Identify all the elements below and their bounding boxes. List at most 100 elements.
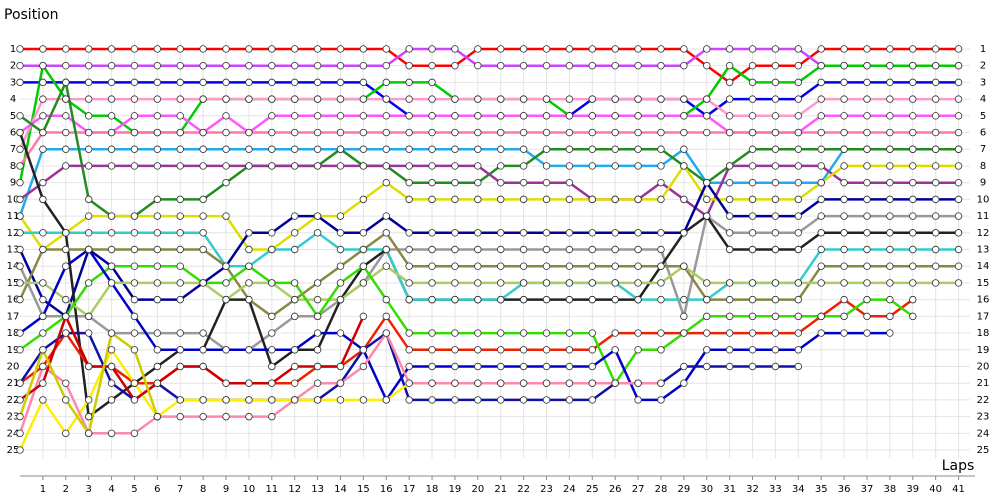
lap-marker <box>657 295 665 304</box>
lap-marker <box>840 229 848 237</box>
lap-marker <box>794 95 803 103</box>
lap-marker <box>199 362 207 371</box>
lap-marker <box>954 212 963 220</box>
lap-marker <box>451 45 459 53</box>
series-line <box>19 164 959 219</box>
lap-marker <box>130 78 139 87</box>
lap-marker <box>268 45 276 53</box>
lap-marker <box>222 61 230 70</box>
lap-marker <box>817 61 825 70</box>
lap-marker <box>130 245 139 254</box>
lap-marker <box>909 178 917 187</box>
lap-marker <box>199 128 207 137</box>
lap-marker <box>886 229 894 237</box>
lap-marker <box>886 78 894 87</box>
lap-marker <box>794 195 803 204</box>
lap-marker <box>542 245 551 254</box>
lap-marker <box>268 329 276 337</box>
lap-marker <box>931 128 940 137</box>
lap-marker <box>245 379 253 387</box>
lap-marker <box>153 245 162 254</box>
lap-marker <box>497 362 505 371</box>
lap-marker <box>748 362 757 371</box>
lap-marker <box>863 178 871 187</box>
lap-marker <box>176 396 184 404</box>
lap-marker <box>153 262 162 270</box>
lap-marker <box>886 162 894 170</box>
lap-marker <box>268 78 276 87</box>
lap-marker <box>840 78 848 87</box>
lap-marker <box>290 279 299 287</box>
lap-marker <box>931 245 940 254</box>
lap-marker <box>290 362 299 371</box>
lap-marker <box>725 212 734 220</box>
lap-marker <box>657 329 665 337</box>
lap-marker <box>748 279 757 287</box>
lap-marker <box>817 145 825 153</box>
lap-marker <box>153 61 162 70</box>
y-tick-label: 13 <box>7 245 20 256</box>
lap-marker <box>634 45 642 53</box>
lap-marker <box>16 396 24 404</box>
lap-marker <box>176 279 184 287</box>
lap-marker <box>954 112 963 120</box>
lap-marker <box>176 145 184 153</box>
lap-marker <box>199 329 207 337</box>
lap-marker <box>886 61 894 70</box>
lap-marker <box>817 112 825 120</box>
lap-marker <box>428 295 436 304</box>
lap-marker <box>62 262 70 270</box>
lap-marker <box>428 128 436 137</box>
lap-marker <box>542 195 551 204</box>
lap-marker <box>680 329 688 337</box>
lap-marker <box>588 362 596 371</box>
lap-marker <box>268 362 276 371</box>
lap-marker <box>657 396 665 404</box>
lap-marker <box>817 312 825 321</box>
lap-marker <box>817 162 825 170</box>
series-line <box>19 264 914 386</box>
lap-marker <box>771 95 780 103</box>
lap-marker <box>336 245 345 254</box>
x-tick-label: 1 <box>40 484 46 495</box>
lap-marker <box>313 279 322 287</box>
lap-marker <box>657 245 665 254</box>
lap-marker <box>107 128 116 137</box>
lap-marker <box>16 262 24 270</box>
lap-marker <box>359 312 368 321</box>
lap-marker <box>222 128 230 137</box>
y-tick-label: 14 <box>7 261 20 272</box>
lap-marker <box>519 379 528 387</box>
lap-marker <box>153 279 162 287</box>
lap-marker <box>290 245 299 254</box>
lap-marker <box>245 128 253 137</box>
x-tick-label: 15 <box>357 484 370 495</box>
lap-marker <box>130 61 139 70</box>
lap-marker <box>497 329 505 337</box>
x-tick-label: 10 <box>243 484 256 495</box>
lap-marker <box>107 346 116 354</box>
lap-marker <box>519 229 528 237</box>
lap-marker <box>359 45 368 53</box>
lap-marker <box>519 45 528 53</box>
lap-marker <box>382 45 390 53</box>
y-tick-label: 1 <box>10 44 16 55</box>
lap-marker <box>794 312 803 321</box>
x-tick-label: 41 <box>952 484 965 495</box>
lap-marker <box>359 78 368 87</box>
lap-marker <box>176 78 184 87</box>
lap-marker <box>611 295 619 304</box>
lap-marker <box>703 279 711 287</box>
lap-marker <box>268 162 276 170</box>
lap-marker <box>428 45 436 53</box>
lap-marker <box>725 112 734 120</box>
lap-marker <box>863 262 871 270</box>
lap-marker <box>39 245 47 254</box>
lap-marker <box>771 61 780 70</box>
lap-marker <box>153 195 162 204</box>
lap-marker <box>474 279 482 287</box>
lap-marker <box>245 61 253 70</box>
y-tick-label-right: 12 <box>977 228 990 239</box>
lap-marker <box>313 128 322 137</box>
lap-marker <box>748 329 757 337</box>
